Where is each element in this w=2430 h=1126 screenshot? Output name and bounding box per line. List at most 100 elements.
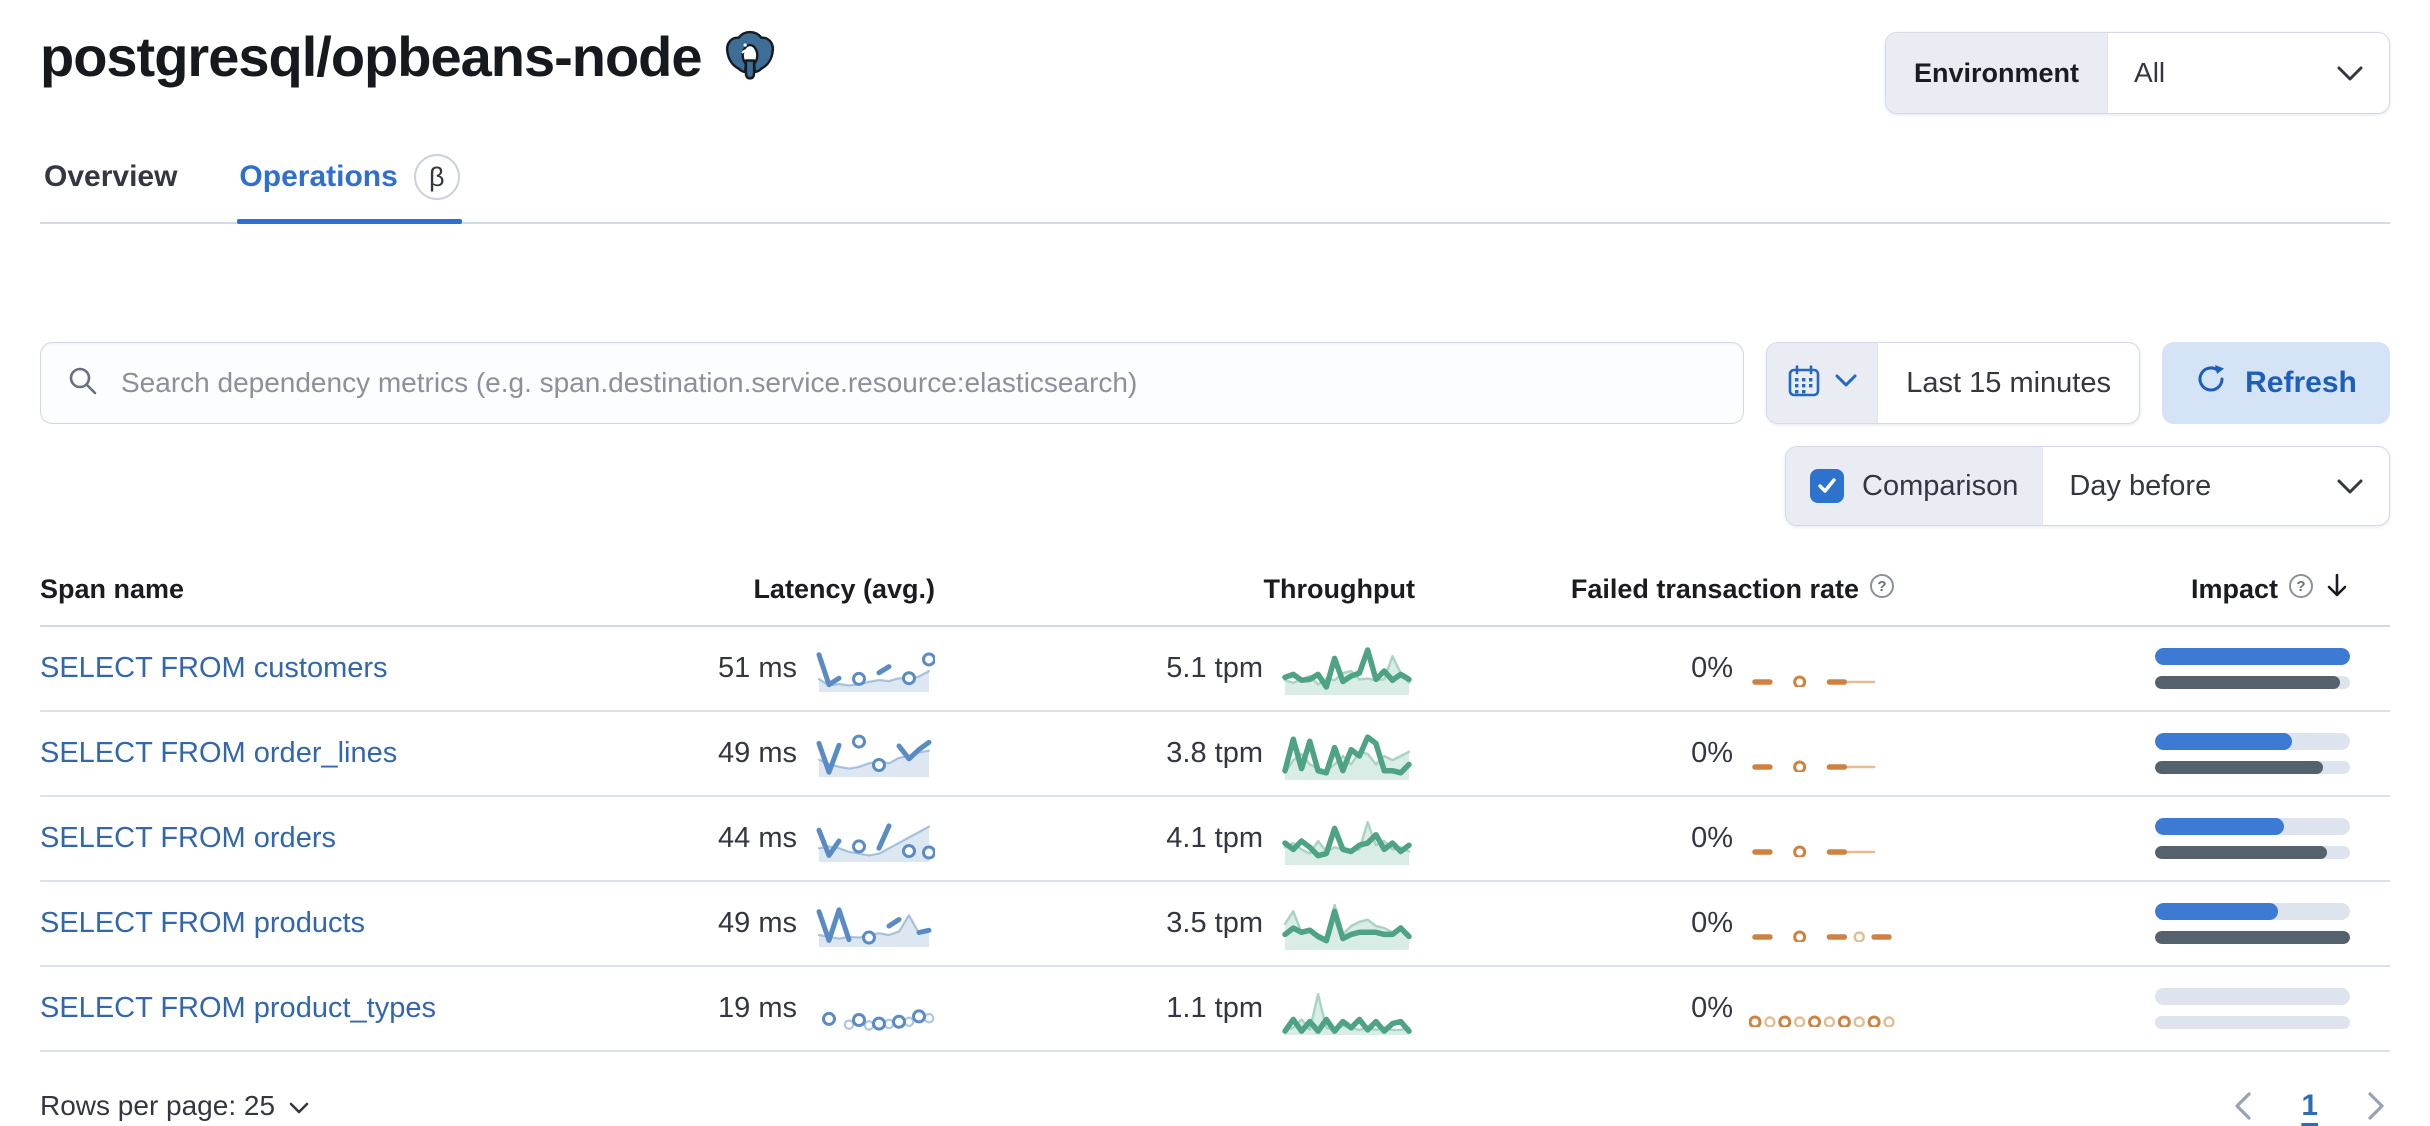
search-icon [67, 365, 99, 402]
table-row: SELECT FROM product_types 19 ms 1.1 tpm … [40, 967, 2390, 1052]
help-icon[interactable]: ? [1869, 573, 1895, 606]
table-row: SELECT FROM customers 51 ms 5.1 tpm 0% [40, 627, 2390, 712]
calendar-icon [1787, 364, 1821, 403]
postgresql-logo-icon [724, 28, 776, 85]
comparison-checkbox[interactable] [1810, 469, 1844, 503]
latency-value: 49 ms [718, 907, 797, 939]
span-name-link[interactable]: SELECT FROM customers [40, 652, 388, 684]
help-icon[interactable]: ? [2288, 573, 2314, 606]
span-name-link[interactable]: SELECT FROM product_types [40, 992, 436, 1024]
span-name-link[interactable]: SELECT FROM orders [40, 822, 336, 854]
failed-rate-sparkline [1749, 1015, 1895, 1027]
column-header-latency[interactable]: Latency (avg.) [600, 574, 935, 605]
throughput-sparkline [1282, 733, 1412, 780]
throughput-value: 4.1 tpm [1166, 822, 1263, 854]
previous-page-button[interactable] [2229, 1086, 2257, 1126]
failed-rate-value: 0% [1691, 737, 1733, 769]
rows-per-page-button[interactable]: Rows per page: 25 [40, 1090, 309, 1122]
column-header-span-name[interactable]: Span name [40, 574, 600, 605]
chevron-down-icon [289, 1090, 309, 1122]
refresh-label: Refresh [2245, 366, 2357, 399]
throughput-value: 3.5 tpm [1166, 907, 1263, 939]
latency-value: 19 ms [718, 992, 797, 1024]
toolbar: Last 15 minutes Refresh [40, 342, 2390, 424]
impact-bar-current [2155, 818, 2350, 835]
comparison-row: Comparison Day before [40, 446, 2390, 526]
date-picker: Last 15 minutes [1766, 342, 2140, 424]
throughput-value: 1.1 tpm [1166, 992, 1263, 1024]
failed-rate-value: 0% [1691, 822, 1733, 854]
failed-rate-sparkline [1752, 930, 1892, 942]
date-picker-quick-menu[interactable] [1767, 343, 1879, 423]
refresh-button[interactable]: Refresh [2162, 342, 2390, 424]
beta-badge: β [413, 154, 460, 200]
table-row: SELECT FROM orders 44 ms 4.1 tpm 0% [40, 797, 2390, 882]
throughput-sparkline [1282, 646, 1412, 695]
comparison-toggle: Comparison [1786, 447, 2044, 525]
column-header-failed-rate[interactable]: Failed transaction rate ? [1415, 573, 1895, 606]
impact-bar-previous [2155, 676, 2350, 689]
column-header-throughput[interactable]: Throughput [935, 574, 1415, 605]
impact-bar-current [2155, 988, 2350, 1005]
chevron-down-icon [2337, 470, 2363, 503]
page-number-1[interactable]: 1 [2301, 1089, 2318, 1122]
failed-rate-sparkline [1752, 760, 1876, 772]
comparison-label: Comparison [1862, 469, 2019, 502]
environment-selected-option: All [2134, 57, 2166, 88]
table-row: SELECT FROM order_lines 49 ms 3.8 tpm 0% [40, 712, 2390, 797]
table-body: SELECT FROM customers 51 ms 5.1 tpm 0% S… [40, 627, 2390, 1052]
failed-rate-value: 0% [1691, 652, 1733, 684]
failed-rate-sparkline [1752, 845, 1876, 857]
sort-descending-icon [2324, 572, 2350, 607]
impact-bar-previous [2155, 846, 2350, 859]
impact-bar-current [2155, 733, 2350, 750]
refresh-icon [2195, 363, 2227, 403]
table-row: SELECT FROM products 49 ms 3.5 tpm 0% [40, 882, 2390, 967]
throughput-value: 3.8 tpm [1166, 737, 1263, 769]
chevron-down-icon [2337, 57, 2363, 89]
search-input[interactable] [119, 366, 1718, 400]
throughput-sparkline [1282, 992, 1412, 1035]
column-label: Impact [2190, 574, 2278, 604]
comparison-control: Comparison Day before [1785, 446, 2390, 526]
throughput-sparkline [1282, 903, 1412, 950]
latency-value: 44 ms [718, 822, 797, 854]
column-label: Throughput [1263, 574, 1415, 604]
environment-label: Environment [1886, 33, 2109, 113]
time-range-value[interactable]: Last 15 minutes [1906, 366, 2111, 399]
impact-bar-previous [2155, 1016, 2350, 1029]
environment-select[interactable]: Environment All [1885, 32, 2390, 114]
impact-bar-previous [2155, 931, 2350, 944]
environment-value[interactable]: All [2108, 33, 2389, 113]
failed-rate-value: 0% [1691, 907, 1733, 939]
column-label: Span name [40, 574, 185, 604]
throughput-sparkline [1282, 820, 1412, 865]
table-header: Span name Latency (avg.) Throughput Fail… [40, 572, 2390, 627]
column-header-impact[interactable]: Impact ? [1895, 572, 2350, 607]
column-label: Failed transaction rate [1570, 574, 1859, 604]
failed-rate-sparkline [1752, 675, 1876, 687]
page-header: postgresql/opbeans-node Environment All [40, 0, 2390, 114]
tab-operations-label: Operations [239, 160, 398, 193]
latency-sparkline [816, 906, 932, 947]
throughput-value: 5.1 tpm [1166, 652, 1263, 684]
rows-per-page-label: Rows per page: 25 [40, 1090, 276, 1121]
latency-sparkline [816, 734, 932, 777]
operations-table: Span name Latency (avg.) Throughput Fail… [40, 572, 2390, 1052]
latency-value: 51 ms [718, 652, 797, 684]
chevron-down-icon [1835, 374, 1857, 393]
comparison-select[interactable]: Day before [2043, 447, 2389, 525]
title-wrap: postgresql/opbeans-node [40, 24, 776, 89]
failed-rate-value: 0% [1691, 992, 1733, 1024]
page-title: postgresql/opbeans-node [40, 25, 702, 88]
tab-bar: Overview Operations β [40, 144, 2390, 224]
impact-bar-previous [2155, 761, 2350, 774]
tab-operations[interactable]: Operations β [237, 144, 463, 224]
span-name-link[interactable]: SELECT FROM products [40, 907, 366, 939]
span-name-link[interactable]: SELECT FROM order_lines [40, 737, 398, 769]
next-page-button[interactable] [2362, 1086, 2390, 1126]
svg-text:?: ? [1877, 578, 1886, 595]
tab-overview[interactable]: Overview [42, 144, 179, 222]
search-box [40, 342, 1745, 424]
